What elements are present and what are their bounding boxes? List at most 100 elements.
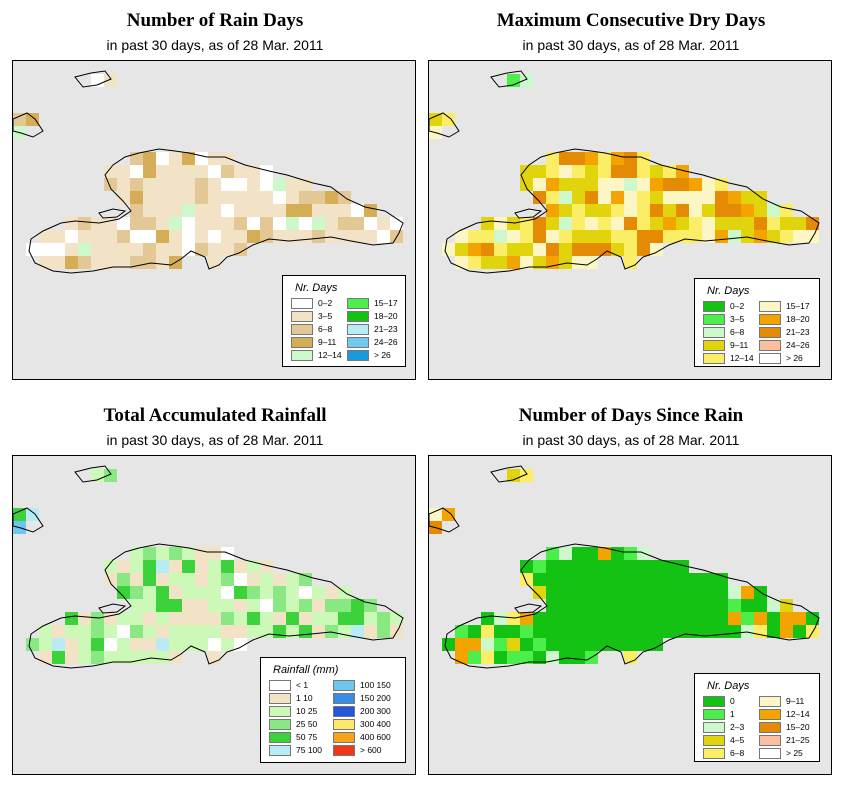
grid-cell (559, 230, 572, 243)
grid-cell (156, 599, 169, 612)
grid-cell (143, 230, 156, 243)
grid-cell (13, 113, 26, 126)
grid-cell (364, 599, 377, 612)
grid-cell (650, 638, 663, 651)
grid-cell (520, 74, 533, 87)
grid-cell (559, 625, 572, 638)
legend-swatch (703, 353, 725, 364)
grid-cell (520, 625, 533, 638)
legend-swatch (759, 709, 781, 720)
grid-cell (624, 638, 637, 651)
grid-cell (728, 612, 741, 625)
grid-cell (208, 612, 221, 625)
grid-cell (481, 651, 494, 664)
legend-label: 12–14 (318, 350, 342, 360)
grid-cell (611, 230, 624, 243)
legend-label: 24–26 (374, 337, 398, 347)
legend-label: 25 50 (296, 719, 318, 729)
grid-cell (260, 217, 273, 230)
grid-cell (286, 586, 299, 599)
grid-cell (650, 599, 663, 612)
grid-cell (507, 256, 520, 269)
grid-cell (663, 230, 676, 243)
grid-cell (637, 217, 650, 230)
grid-cell (130, 217, 143, 230)
map-rain-days (12, 60, 416, 380)
grid-cell (702, 612, 715, 625)
grid-cell (273, 586, 286, 599)
legend-swatch (703, 696, 725, 707)
grid-cell (78, 612, 91, 625)
grid-cell (338, 204, 351, 217)
grid-cell (39, 256, 52, 269)
grid-cell (195, 230, 208, 243)
grid-cell (585, 204, 598, 217)
legend-swatch (291, 337, 313, 348)
grid-cell (26, 508, 39, 521)
grid-cell (546, 178, 559, 191)
grid-cell (78, 243, 91, 256)
grid-cell (221, 230, 234, 243)
grid-cell (169, 217, 182, 230)
grid-cell (754, 612, 767, 625)
grid-cell (299, 625, 312, 638)
grid-cell (533, 625, 546, 638)
grid-cell (598, 638, 611, 651)
grid-cell (143, 586, 156, 599)
grid-cell (156, 165, 169, 178)
grid-cell (637, 573, 650, 586)
grid-cell (143, 204, 156, 217)
grid-cell (793, 230, 806, 243)
grid-cell (585, 573, 598, 586)
grid-cell (351, 204, 364, 217)
grid-cell (260, 599, 273, 612)
grid-cell (780, 599, 793, 612)
grid-cell (338, 612, 351, 625)
grid-cell (78, 638, 91, 651)
grid-cell (572, 191, 585, 204)
grid-cell (299, 230, 312, 243)
grid-cell (195, 204, 208, 217)
grid-cell (312, 217, 325, 230)
grid-cell (91, 612, 104, 625)
grid-cell (650, 217, 663, 230)
grid-cell (585, 586, 598, 599)
grid-cell (624, 152, 637, 165)
grid-cell (234, 243, 247, 256)
grid-cell (533, 638, 546, 651)
grid-cell (520, 638, 533, 651)
legend-label: 200 300 (360, 706, 391, 716)
grid-cell (598, 573, 611, 586)
grid-cell (442, 243, 455, 256)
grid-cell (221, 217, 234, 230)
grid-cell (494, 612, 507, 625)
grid-cell (156, 625, 169, 638)
legend-swatch (333, 719, 355, 730)
grid-cell (728, 191, 741, 204)
grid-cell (572, 165, 585, 178)
grid-cell (143, 638, 156, 651)
grid-cell (130, 243, 143, 256)
grid-cell (572, 586, 585, 599)
grid-cell (364, 612, 377, 625)
grid-cell (91, 651, 104, 664)
grid-cell (299, 191, 312, 204)
grid-cell (221, 165, 234, 178)
grid-cell (754, 625, 767, 638)
grid-cell (572, 217, 585, 230)
grid-cell (325, 230, 338, 243)
coastline (444, 148, 820, 274)
grid-cell (624, 178, 637, 191)
legend-label: 6–8 (730, 748, 745, 758)
grid-cell (130, 191, 143, 204)
grid-cell (91, 243, 104, 256)
grid-cell (104, 256, 117, 269)
grid-cell (208, 599, 221, 612)
grid-cell (52, 638, 65, 651)
grid-cell (247, 178, 260, 191)
grid-cell (546, 152, 559, 165)
grid-cell (650, 178, 663, 191)
grid-cell (169, 230, 182, 243)
grid-cell (195, 165, 208, 178)
grid-cell (585, 560, 598, 573)
